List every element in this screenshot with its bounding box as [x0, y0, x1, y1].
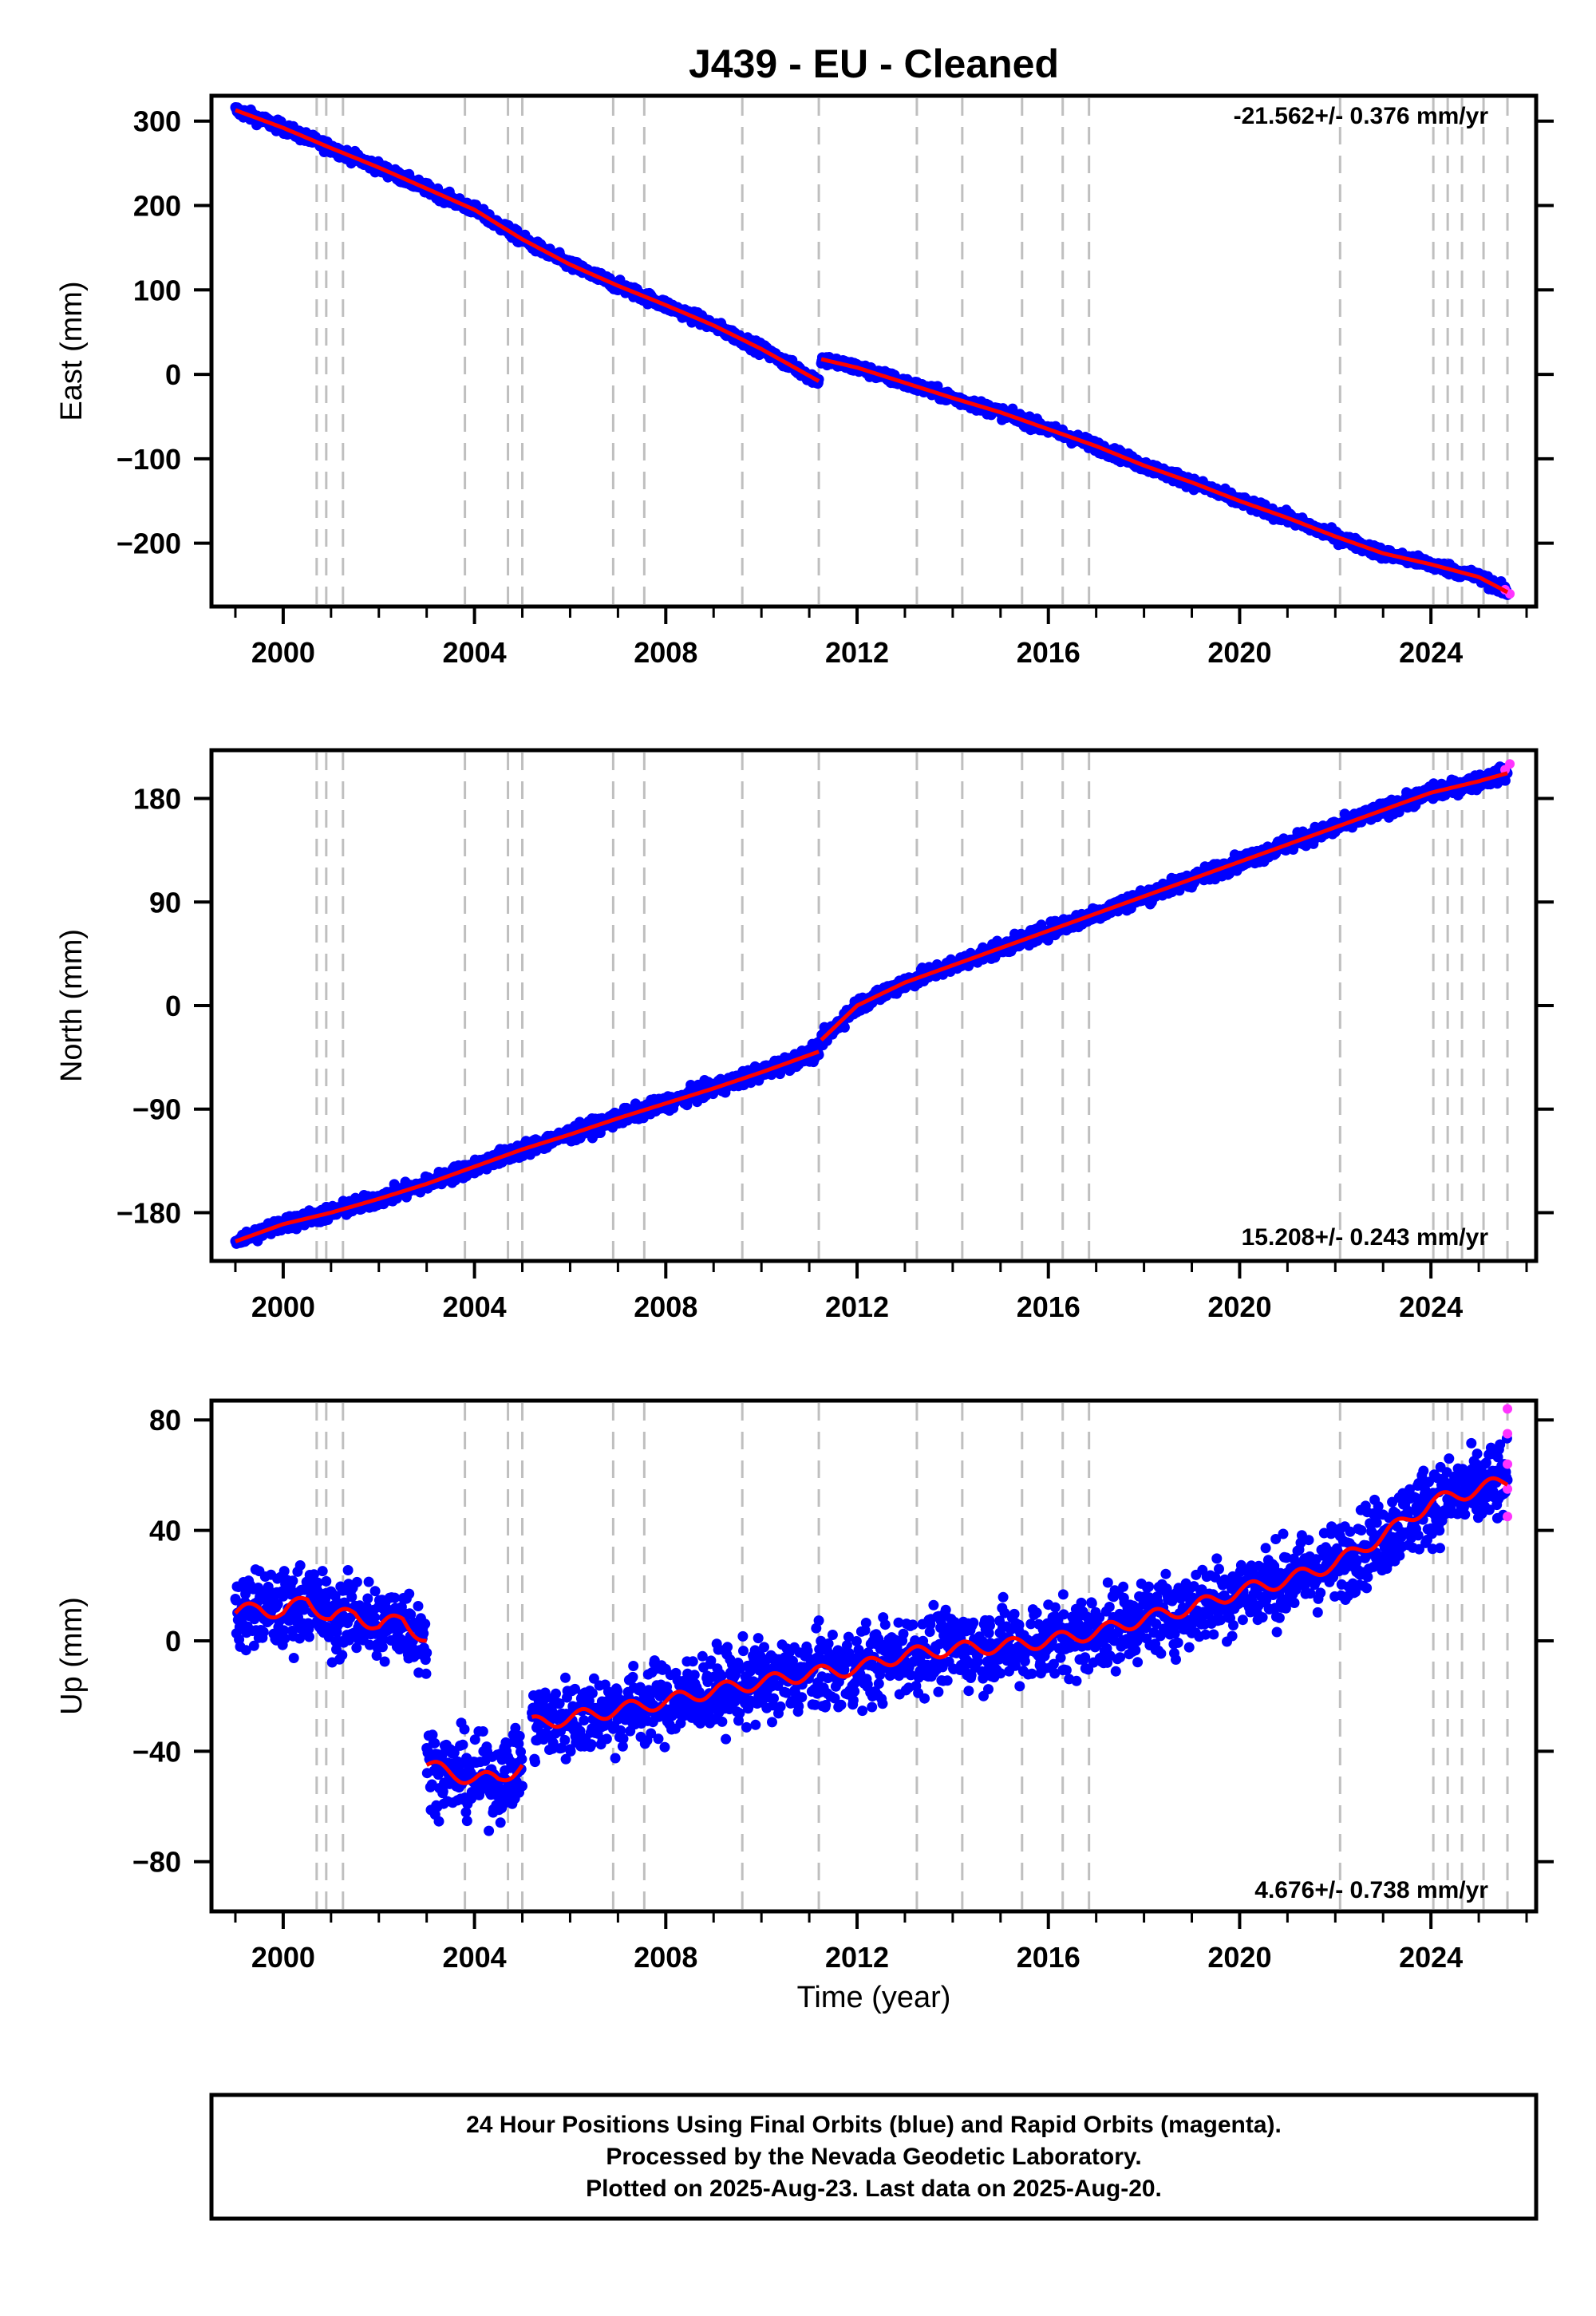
panel-up: 2000 2004 2008 2012 2016 2020 2024−80−4004080U… — [55, 1398, 1554, 2014]
figure-title: J439 - EU - Cleaned — [689, 41, 1059, 86]
x-tick-label: 2012 — [825, 636, 889, 669]
model-line — [820, 771, 1508, 1042]
rate-label: 15.208+/- 0.243 mm/yr — [1242, 1224, 1489, 1251]
rapid-orbit-point — [1505, 759, 1515, 769]
y-tick-label: 100 — [133, 274, 181, 306]
x-tick-label: 2004 — [443, 1290, 507, 1323]
y-tick-label: −90 — [132, 1093, 181, 1126]
y-tick-label: −100 — [117, 443, 181, 476]
x-tick-label: 2004 — [443, 636, 507, 669]
x-tick-label: 2016 — [1017, 636, 1080, 669]
x-tick-label: 2020 — [1207, 636, 1271, 669]
y-axis-label: North (mm) — [55, 929, 89, 1082]
y-tick-label: 180 — [133, 783, 181, 816]
y-tick-label: 0 — [165, 990, 181, 1022]
x-tick-label: 2008 — [634, 1290, 697, 1323]
panels: 2000 2004 2008 2012 2016 2020 2024−200−1000100… — [55, 93, 1554, 2014]
panel-east: 2000 2004 2008 2012 2016 2020 2024 −200 −100 0 100… — [55, 93, 1554, 669]
x-tick-label: 2000 — [251, 636, 315, 669]
x-tick-label: 2012 — [825, 1290, 889, 1323]
y-tick-label: 300 — [133, 105, 181, 138]
x-tick-label: 2016 — [1017, 1290, 1080, 1323]
scatter-points-east — [230, 102, 1515, 600]
y-tick-label: −180 — [117, 1196, 181, 1229]
x-tick-label: 2024 — [1399, 1290, 1463, 1323]
x-tick-label: 2000 — [251, 1290, 315, 1323]
x-tick-label: 2024 — [1399, 636, 1463, 669]
y-tick-label: 0 — [165, 358, 181, 391]
panel-north: 2000 2004 2008 2012 2016 2020 2024 −180 −90 0 90 18… — [55, 748, 1554, 1323]
y-tick-label: −200 — [117, 528, 181, 560]
x-tick-label: 2008 — [634, 636, 697, 669]
x-tick-label: 2020 — [1207, 1290, 1271, 1323]
scatter-points-up — [230, 1404, 1513, 1836]
y-tick-label: 90 — [149, 886, 181, 919]
y-axis-label: East (mm) — [55, 281, 89, 421]
rate-label: -21.562+/- 0.376 mm/yr — [1234, 103, 1489, 129]
y-tick-label: 200 — [133, 190, 181, 223]
